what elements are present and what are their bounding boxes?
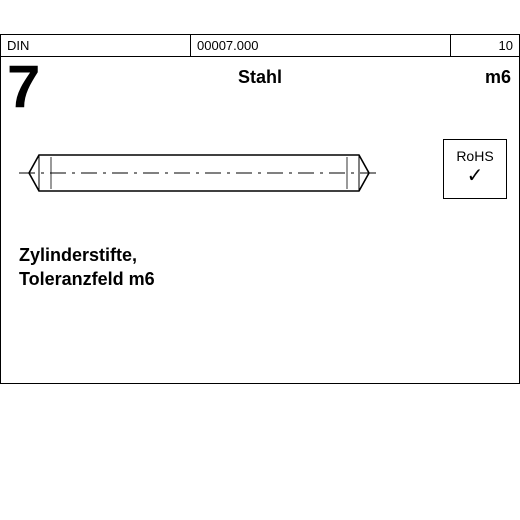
material-label: Stahl: [1, 67, 519, 88]
header-row: DIN 00007.000 10: [1, 35, 519, 57]
spec-sheet: DIN 00007.000 10 7 Stahl m6 RoHS ✓ Zylin…: [0, 34, 520, 384]
caption: Zylinderstifte, Toleranzfeld m6: [19, 243, 155, 292]
caption-line2: Toleranzfeld m6: [19, 267, 155, 291]
pin-svg: [19, 143, 389, 203]
rohs-label: RoHS: [444, 148, 506, 164]
rohs-box: RoHS ✓: [443, 139, 507, 199]
caption-line1: Zylinderstifte,: [19, 243, 155, 267]
pin-drawing: [19, 143, 389, 203]
header-code: 00007.000: [191, 35, 451, 56]
tolerance-label: m6: [485, 67, 511, 88]
rohs-check-icon: ✓: [444, 166, 506, 186]
header-rev: 10: [451, 35, 519, 56]
